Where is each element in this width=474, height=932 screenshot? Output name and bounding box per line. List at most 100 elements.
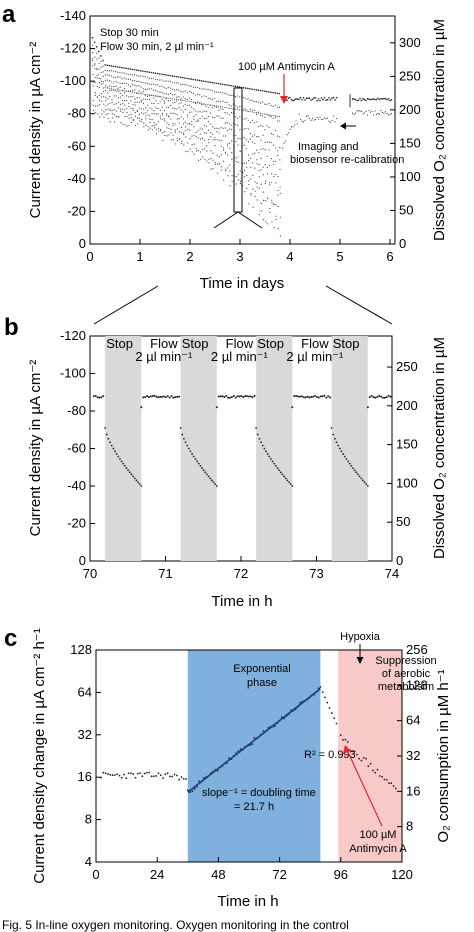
a-point bbox=[127, 90, 129, 93]
a-point bbox=[243, 128, 245, 130]
a-point bbox=[143, 113, 145, 115]
a-point bbox=[132, 83, 134, 86]
a-point bbox=[128, 106, 130, 108]
a-point bbox=[211, 90, 213, 92]
a-point bbox=[187, 128, 189, 130]
b-point bbox=[117, 455, 120, 458]
a-point bbox=[117, 87, 119, 89]
exponential-title: Exponential bbox=[233, 663, 291, 675]
a-point bbox=[158, 73, 161, 75]
b-ytick-label: 0 bbox=[79, 553, 86, 568]
c-point bbox=[324, 696, 326, 699]
a-point bbox=[290, 98, 293, 101]
a-point bbox=[245, 108, 247, 110]
a-point bbox=[113, 103, 115, 105]
a-point bbox=[111, 81, 113, 83]
a-point bbox=[197, 93, 199, 96]
a-point bbox=[205, 111, 207, 113]
a-point bbox=[243, 109, 245, 112]
a-point bbox=[147, 126, 149, 128]
a-point bbox=[134, 80, 136, 82]
a-point bbox=[205, 88, 207, 90]
c-point bbox=[383, 778, 386, 781]
a-point bbox=[222, 92, 224, 94]
a-point bbox=[176, 96, 178, 98]
a-point bbox=[208, 129, 210, 131]
a-point bbox=[216, 131, 218, 133]
a-y2tick-label: 250 bbox=[399, 68, 421, 83]
a-point bbox=[374, 110, 376, 112]
a-point bbox=[172, 94, 174, 96]
a-point bbox=[104, 69, 106, 72]
a-point bbox=[130, 113, 132, 115]
a-point bbox=[212, 167, 214, 170]
b-point bbox=[348, 462, 351, 465]
a-point bbox=[223, 160, 225, 162]
c-point bbox=[392, 785, 395, 787]
a-point bbox=[109, 80, 111, 82]
b-point bbox=[176, 395, 179, 398]
b-point bbox=[376, 395, 379, 398]
a-point bbox=[191, 106, 193, 108]
a-point bbox=[96, 67, 98, 69]
a-point bbox=[113, 89, 115, 92]
a-point bbox=[159, 96, 161, 98]
b-point bbox=[352, 467, 354, 469]
a-point bbox=[105, 100, 107, 102]
a-point bbox=[182, 99, 184, 102]
c-xtick-label: 24 bbox=[150, 867, 164, 882]
a-point bbox=[113, 70, 115, 72]
b-point bbox=[361, 479, 364, 482]
a-point bbox=[197, 130, 199, 132]
a-point bbox=[151, 125, 153, 127]
b-point bbox=[174, 396, 177, 399]
a-point bbox=[191, 144, 193, 146]
a-point bbox=[273, 227, 275, 229]
b-point bbox=[229, 396, 232, 399]
a-point bbox=[165, 80, 167, 82]
a-point bbox=[210, 150, 212, 152]
a-point bbox=[249, 88, 251, 90]
a-point bbox=[310, 99, 312, 101]
b-point bbox=[325, 396, 328, 399]
a-point bbox=[182, 76, 184, 79]
a-point bbox=[180, 90, 182, 93]
a-point bbox=[224, 127, 226, 129]
band-label: 2 µl min⁻¹ bbox=[211, 349, 269, 364]
a-point bbox=[180, 83, 182, 86]
a-point bbox=[134, 89, 136, 91]
a-point bbox=[167, 80, 169, 82]
a-point bbox=[145, 112, 147, 114]
a-point bbox=[180, 98, 182, 100]
a-point bbox=[251, 88, 253, 90]
a-point bbox=[278, 115, 280, 118]
a-point bbox=[164, 131, 166, 133]
a-point bbox=[113, 95, 115, 97]
a-point bbox=[225, 170, 227, 172]
b-point bbox=[115, 453, 118, 455]
a-point bbox=[144, 95, 146, 97]
a-point bbox=[128, 96, 130, 98]
a-point bbox=[98, 95, 101, 97]
a-point bbox=[130, 121, 132, 124]
a-point bbox=[213, 82, 216, 84]
b-xtick-label: 72 bbox=[234, 566, 248, 581]
a-point bbox=[123, 92, 126, 94]
a-point bbox=[139, 120, 141, 122]
a-point bbox=[141, 112, 143, 114]
a-point bbox=[126, 111, 128, 114]
a-point bbox=[189, 123, 191, 125]
a-point bbox=[181, 140, 183, 142]
a-point bbox=[278, 92, 281, 95]
a-point bbox=[197, 86, 199, 89]
a-point bbox=[331, 119, 333, 121]
a-point bbox=[222, 147, 224, 149]
a-point bbox=[274, 116, 276, 118]
a-point bbox=[390, 99, 393, 101]
a-point bbox=[248, 160, 250, 162]
band-label: 2 µl min⁻¹ bbox=[135, 349, 193, 364]
a-point bbox=[262, 174, 264, 176]
a-point bbox=[205, 80, 207, 83]
a-point bbox=[171, 88, 174, 90]
a-point bbox=[142, 102, 145, 104]
